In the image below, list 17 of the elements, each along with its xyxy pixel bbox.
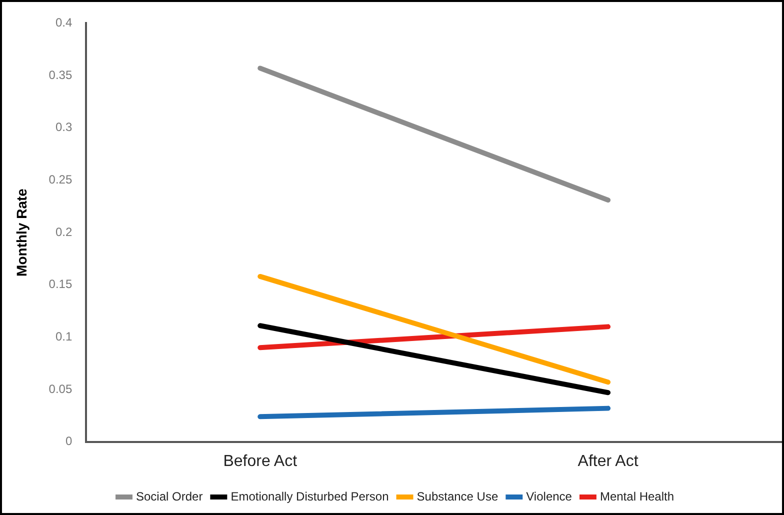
legend-label: Emotionally Disturbed Person — [230, 489, 389, 504]
legend-label: Mental Health — [600, 489, 674, 504]
y-tick-label: 0.4 — [55, 16, 72, 30]
y-tick-label: 0.2 — [55, 224, 72, 239]
y-tick-label: 0.05 — [48, 382, 72, 396]
y-tick-label: 0.1 — [55, 329, 72, 344]
y-tick-label: 0.35 — [48, 68, 72, 82]
x-tick-label: Before Act — [223, 452, 298, 470]
legend-label: Violence — [526, 489, 572, 504]
y-tick-label: 0.25 — [48, 172, 72, 186]
y-axis-title: Monthly Rate — [13, 188, 30, 276]
legend-label: Social Order — [136, 489, 203, 504]
legend-label: Substance Use — [416, 489, 498, 504]
y-tick-label: 0 — [65, 434, 72, 448]
x-tick-label: After Act — [578, 452, 639, 470]
y-tick-label: 0.15 — [48, 277, 72, 292]
y-tick-label: 0.3 — [55, 120, 72, 134]
